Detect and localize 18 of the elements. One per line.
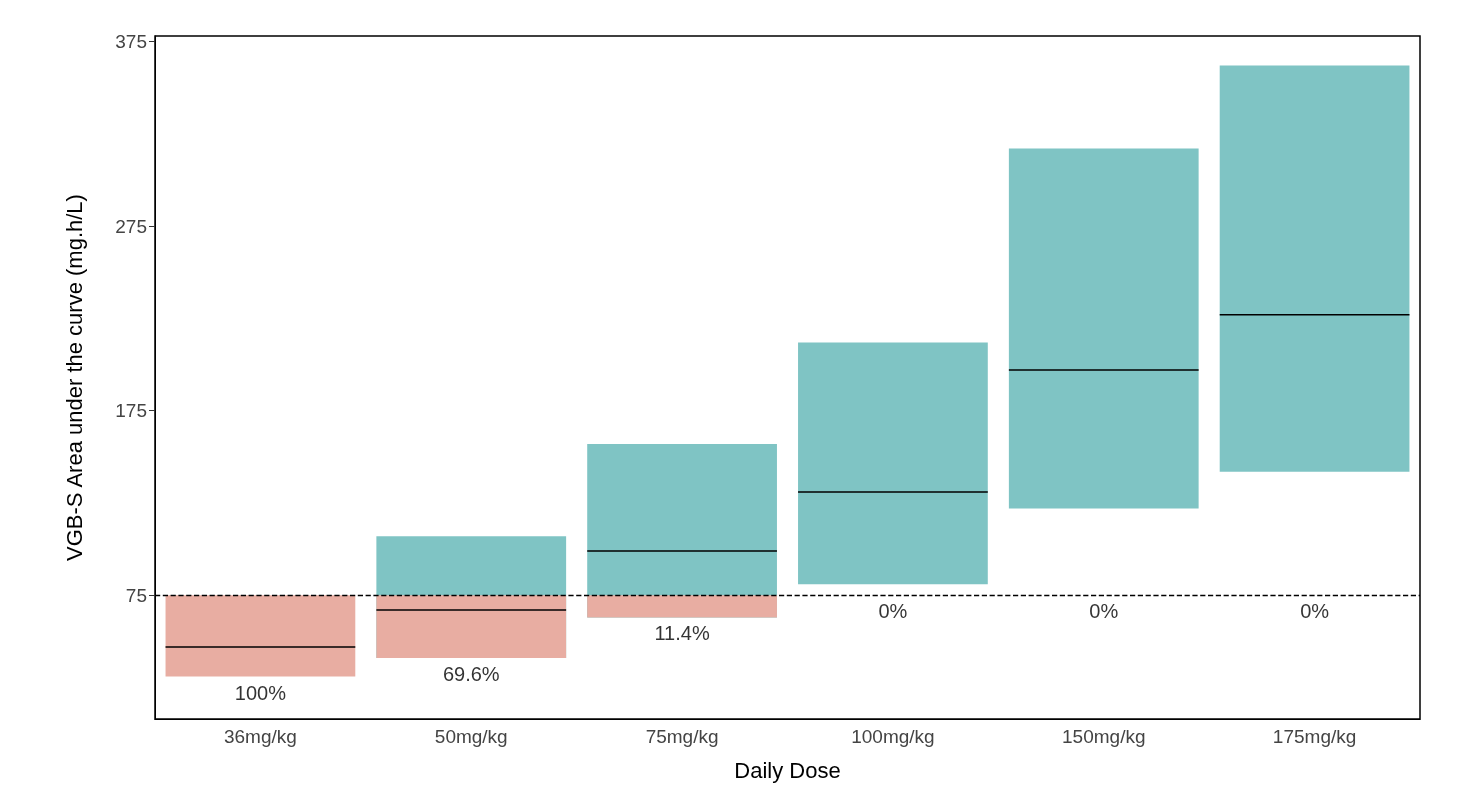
y-axis-title: VGB-S Area under the curve (mg.h/L) — [61, 194, 87, 561]
annotation: 0% — [1089, 600, 1119, 623]
x-tick-label: 50mg/kg — [434, 726, 508, 747]
x-tick-label: 36mg/kg — [223, 726, 297, 747]
x-tick-label: 175mg/kg — [1272, 726, 1357, 747]
x-tick-label: 75mg/kg — [645, 726, 719, 747]
x-axis-title: Daily Dose — [734, 757, 841, 783]
y-tick-label: 175 — [115, 400, 147, 422]
y-tick-label: 75 — [125, 584, 147, 606]
y-tick-label: 275 — [115, 215, 147, 237]
x-tick-label: 100mg/kg — [851, 726, 935, 747]
annotation: 100% — [234, 681, 287, 704]
y-tick-label: 375 — [115, 31, 147, 53]
annotation: 69.6% — [442, 663, 500, 686]
annotation: 0% — [1300, 600, 1330, 623]
annotation: 0% — [878, 600, 908, 623]
annotation: 11.4% — [654, 622, 710, 645]
x-tick-label: 150mg/kg — [1062, 726, 1146, 747]
